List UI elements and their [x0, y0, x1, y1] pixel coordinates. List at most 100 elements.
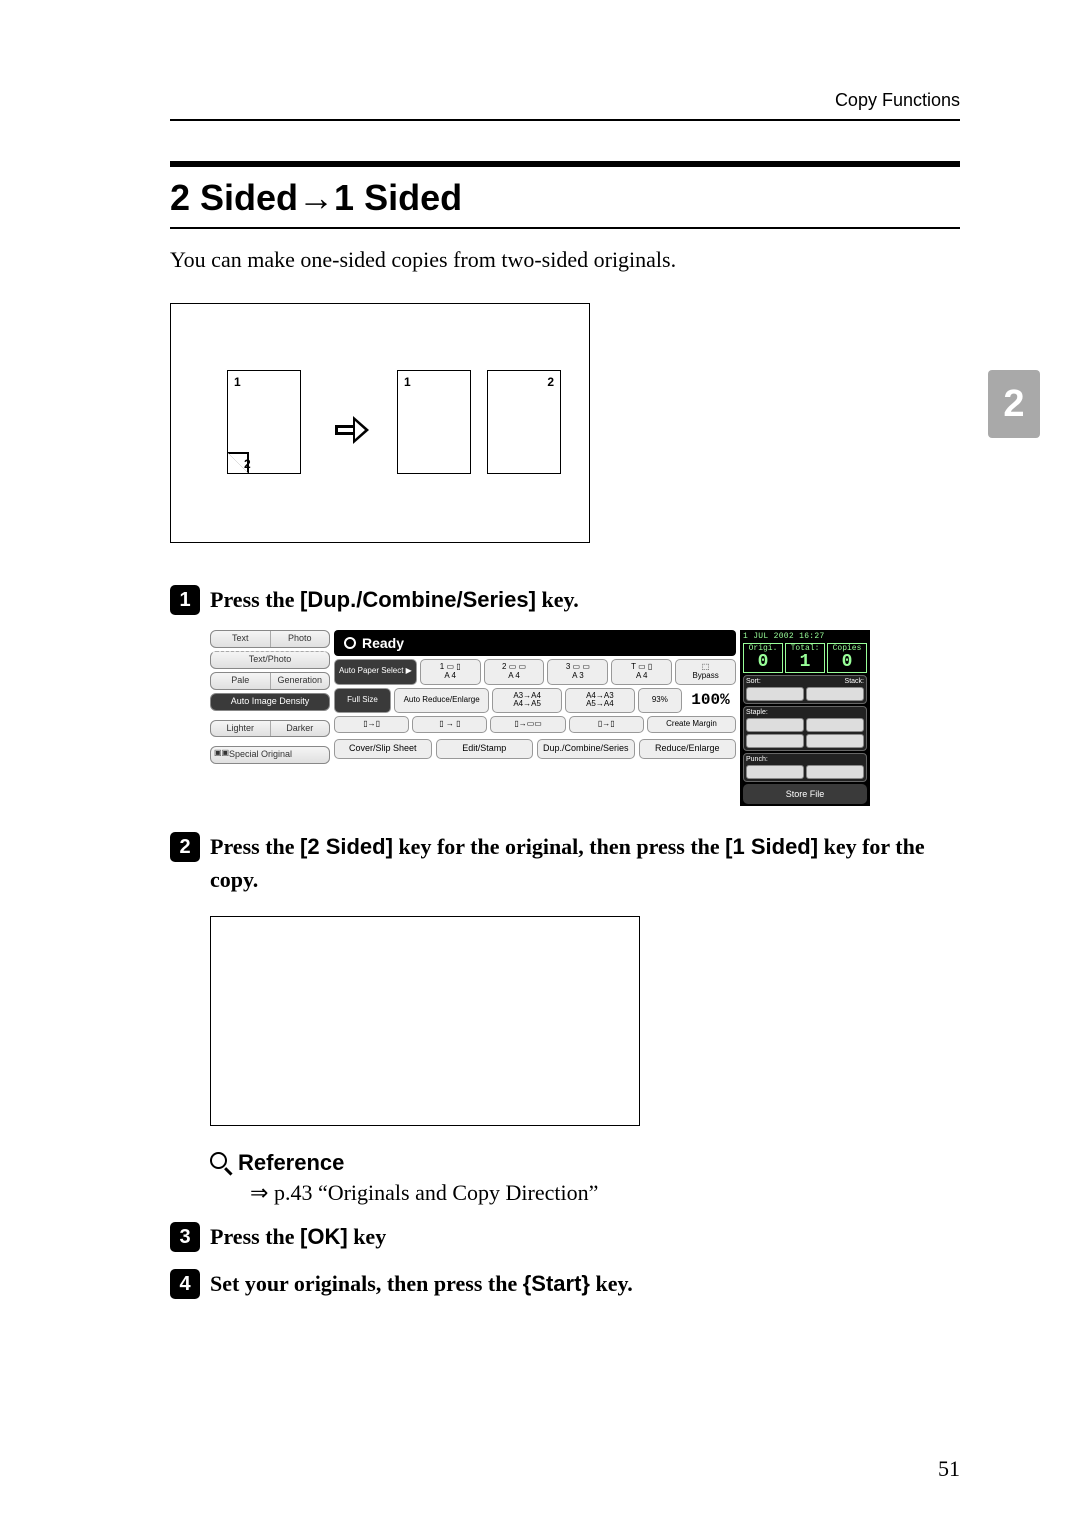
ss-left-col: Text Photo Text/Photo Pale Generation Au… — [210, 630, 330, 806]
key-label: [Dup./Combine/Series] — [300, 587, 536, 612]
t: key — [348, 1224, 387, 1249]
t: 1 — [786, 653, 824, 671]
ss-full-size[interactable]: Full Size — [334, 688, 391, 714]
ss-reduce-enlarge[interactable]: Reduce/Enlarge — [639, 739, 737, 759]
ss-pale-gen[interactable]: Pale Generation — [210, 672, 330, 690]
ss-ready-bar: Ready — [334, 630, 736, 656]
ss-cover-slip[interactable]: Cover/Slip Sheet — [334, 739, 432, 759]
step-badge-4: 4 — [170, 1269, 200, 1299]
ss-mode[interactable]: ▯→▯ — [569, 716, 644, 733]
arrow-right-icon — [335, 416, 369, 444]
t: key. — [536, 587, 579, 612]
ss-rbox[interactable] — [746, 687, 804, 701]
ss-zoom-preset[interactable]: A4→A3 A5→A4 — [565, 688, 635, 714]
t: 0 — [744, 653, 782, 671]
ss-tray[interactable]: T ▭ ▯A 4 — [611, 659, 672, 685]
ss-rbox[interactable] — [806, 718, 864, 732]
step-2: 2 Press the [2 Sided] key for the origin… — [170, 830, 960, 896]
ss-light-dark[interactable]: Lighter Darker — [210, 720, 330, 738]
ss-origi: Origi.0 — [743, 643, 783, 673]
t: Press the — [210, 1224, 300, 1249]
diagram-num: 1 — [234, 375, 241, 389]
t: A 4 — [423, 672, 478, 681]
heading-block: 2 Sided→1 Sided — [170, 161, 960, 229]
ss-tray[interactable]: 1 ▭ ▯A 4 — [420, 659, 481, 685]
ss-ratio[interactable]: 93% — [638, 688, 682, 714]
t: A 3 — [550, 672, 605, 681]
ss-mode[interactable]: ▯→▯ — [334, 716, 409, 733]
ss-total: Total:1 — [785, 643, 825, 673]
ss-text[interactable]: Text — [211, 631, 271, 647]
step-4: 4 Set your originals, then press the {St… — [170, 1267, 960, 1300]
t: Staple: — [746, 709, 864, 716]
reference-label: Reference — [238, 1150, 344, 1176]
step-3: 3 Press the [OK] key — [170, 1220, 960, 1253]
ss-store-file[interactable]: Store File — [743, 784, 867, 804]
diagram-num: 2 — [244, 457, 251, 471]
step-badge-1: 1 — [170, 585, 200, 615]
ss-auto-reduce[interactable]: Auto Reduce/Enlarge — [394, 688, 489, 714]
ss-auto-paper[interactable]: Auto Paper Select ▶ — [334, 659, 417, 685]
intro-text: You can make one-sided copies from two-s… — [170, 247, 960, 273]
t: Press the — [210, 834, 300, 859]
ss-create-margin[interactable]: Create Margin — [647, 716, 736, 733]
t: key for the original, then press the — [393, 834, 725, 859]
copier-screenshot: Text Photo Text/Photo Pale Generation Au… — [210, 630, 870, 806]
ss-generation[interactable]: Generation — [271, 673, 330, 689]
t: p.43 “Originals and Copy Direction” — [268, 1180, 598, 1205]
diagram-copy-sheet: 1 — [397, 370, 471, 474]
ss-photo[interactable]: Photo — [271, 631, 330, 647]
t: A 4 — [614, 672, 669, 681]
placeholder-screenshot — [210, 916, 640, 1126]
ss-copies: Copies0 — [827, 643, 867, 673]
ss-bottom-row: Cover/Slip Sheet Edit/Stamp Dup./Combine… — [334, 739, 736, 759]
t: Stack: — [845, 678, 864, 685]
key-label: [1 Sided] — [725, 834, 818, 859]
t: Special Original — [229, 749, 292, 759]
ss-rbox[interactable] — [806, 765, 864, 779]
ss-zoom-preset[interactable]: A3→A4 A4→A5 — [492, 688, 562, 714]
diagram-copy-sheet: 2 — [487, 370, 561, 474]
ss-tray[interactable]: 2 ▭ ▭A 4 — [484, 659, 545, 685]
ss-rbox[interactable] — [806, 734, 864, 748]
ss-sort-stack: Sort:Stack: — [743, 675, 867, 704]
t: Set your originals, then press the — [210, 1271, 523, 1296]
ready-label: Ready — [362, 635, 404, 651]
ss-lighter[interactable]: Lighter — [211, 721, 271, 737]
t: Press the — [210, 587, 300, 612]
section-header: Copy Functions — [170, 90, 960, 111]
key-label: [OK] — [300, 1224, 348, 1249]
ss-pale[interactable]: Pale — [211, 673, 271, 689]
key-label: [2 Sided] — [300, 834, 393, 859]
ss-zoom-row: Full Size Auto Reduce/Enlarge A3→A4 A4→A… — [334, 688, 736, 714]
reference-text: ⇒ p.43 “Originals and Copy Direction” — [250, 1180, 960, 1206]
t: Bypass — [678, 672, 733, 681]
ss-edit-stamp[interactable]: Edit/Stamp — [436, 739, 534, 759]
step-text: Press the [2 Sided] key for the original… — [210, 830, 960, 896]
ss-rbox[interactable] — [746, 718, 804, 732]
top-rule — [170, 119, 960, 121]
ss-tray-row: Auto Paper Select ▶ 1 ▭ ▯A 4 2 ▭ ▭A 4 3 … — [334, 659, 736, 685]
diagram: 1 2 1 2 — [170, 303, 590, 543]
arrow-text: ⇒ — [250, 1180, 268, 1205]
ss-rbox[interactable] — [806, 687, 864, 701]
ss-main: Ready Auto Paper Select ▶ 1 ▭ ▯A 4 2 ▭ ▭… — [334, 630, 736, 806]
ss-auto-density[interactable]: Auto Image Density — [210, 693, 330, 711]
t: key. — [590, 1271, 633, 1296]
ss-dup-combine[interactable]: Dup./Combine/Series — [537, 739, 635, 759]
ss-special-original[interactable]: ▣▣ Special Original — [210, 746, 330, 764]
ss-rbox[interactable] — [746, 765, 804, 779]
ss-bypass[interactable]: ⬚Bypass — [675, 659, 736, 685]
ss-mode[interactable]: ▯→▭▭ — [490, 716, 565, 733]
ss-textphoto[interactable]: Text/Photo — [210, 651, 330, 669]
ss-mode[interactable]: ▯ → ▯ — [412, 716, 487, 733]
ss-darker[interactable]: Darker — [271, 721, 330, 737]
page-number: 51 — [938, 1456, 960, 1482]
ss-text-photo[interactable]: Text Photo — [210, 630, 330, 648]
ss-tray[interactable]: 3 ▭ ▭A 3 — [547, 659, 608, 685]
ss-mode-row: ▯→▯ ▯ → ▯ ▯→▭▭ ▯→▯ Create Margin — [334, 716, 736, 733]
ss-rbox[interactable] — [746, 734, 804, 748]
diagram-num: 1 — [404, 375, 411, 389]
t: 0 — [828, 653, 866, 671]
ready-icon — [344, 637, 356, 649]
